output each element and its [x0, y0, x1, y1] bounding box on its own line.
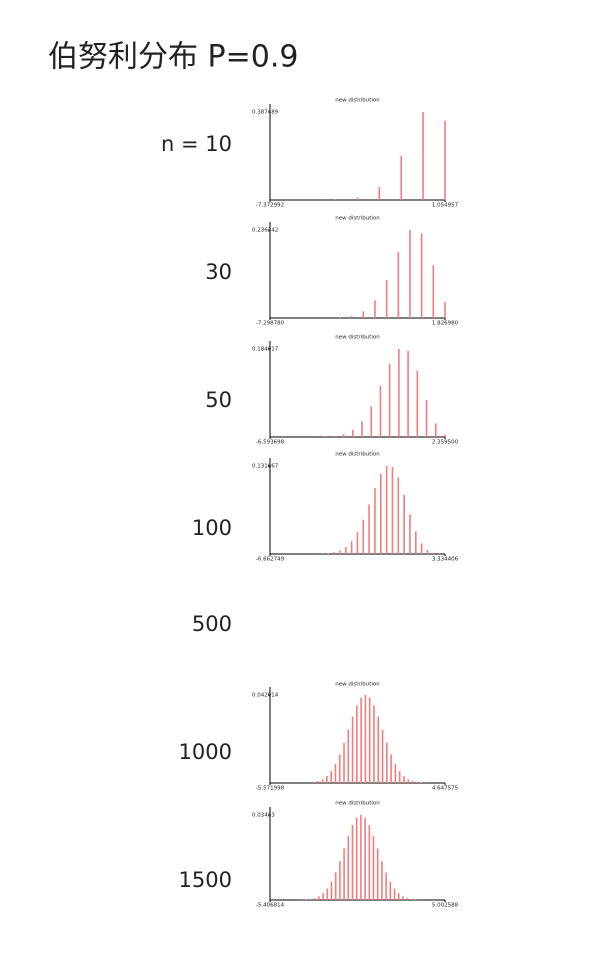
slide-title: 伯努利分布 P=0.9 [48, 40, 298, 75]
chart-title: new distribution [335, 452, 380, 458]
x-tick-label: 3.334406 [432, 557, 459, 563]
x-tick-label: 4.647575 [432, 786, 459, 792]
row-label: 500 [192, 612, 232, 636]
y-tick-label: 0.03433 [252, 813, 275, 819]
y-tick-label: 0.184917 [252, 347, 279, 353]
row-label: n = 10 [161, 132, 232, 156]
row-label: 30 [205, 260, 232, 284]
y-tick-label: 0.131867 [252, 464, 279, 470]
chart-title: new distribution [335, 98, 380, 104]
row-label: 50 [205, 388, 232, 412]
x-tick-label: 1.054957 [432, 203, 459, 209]
x-tick-label: -7.298780 [256, 321, 285, 327]
y-tick-label: 0.387489 [252, 110, 279, 116]
x-tick-label: -6.662749 [256, 557, 285, 563]
row-label: 100 [192, 516, 232, 540]
row-label: 1500 [179, 868, 232, 892]
x-tick-label: -5.406814 [256, 903, 285, 909]
chart-title: new distribution [335, 682, 380, 688]
x-tick-label: 2.359500 [432, 440, 459, 446]
x-tick-label: -5.571998 [256, 786, 285, 792]
y-tick-label: 0.042014 [252, 693, 279, 699]
chart-title: new distribution [335, 801, 380, 807]
x-tick-label: -7.372992 [256, 203, 284, 209]
x-tick-label: -6.593698 [256, 440, 285, 446]
x-tick-label: 1.826980 [432, 321, 459, 327]
chart-title: new distribution [335, 335, 380, 341]
chart-title: new distribution [335, 216, 380, 222]
row-label: 1000 [179, 740, 232, 764]
y-tick-label: 0.236242 [252, 228, 278, 234]
x-tick-label: 5.002588 [432, 903, 459, 909]
